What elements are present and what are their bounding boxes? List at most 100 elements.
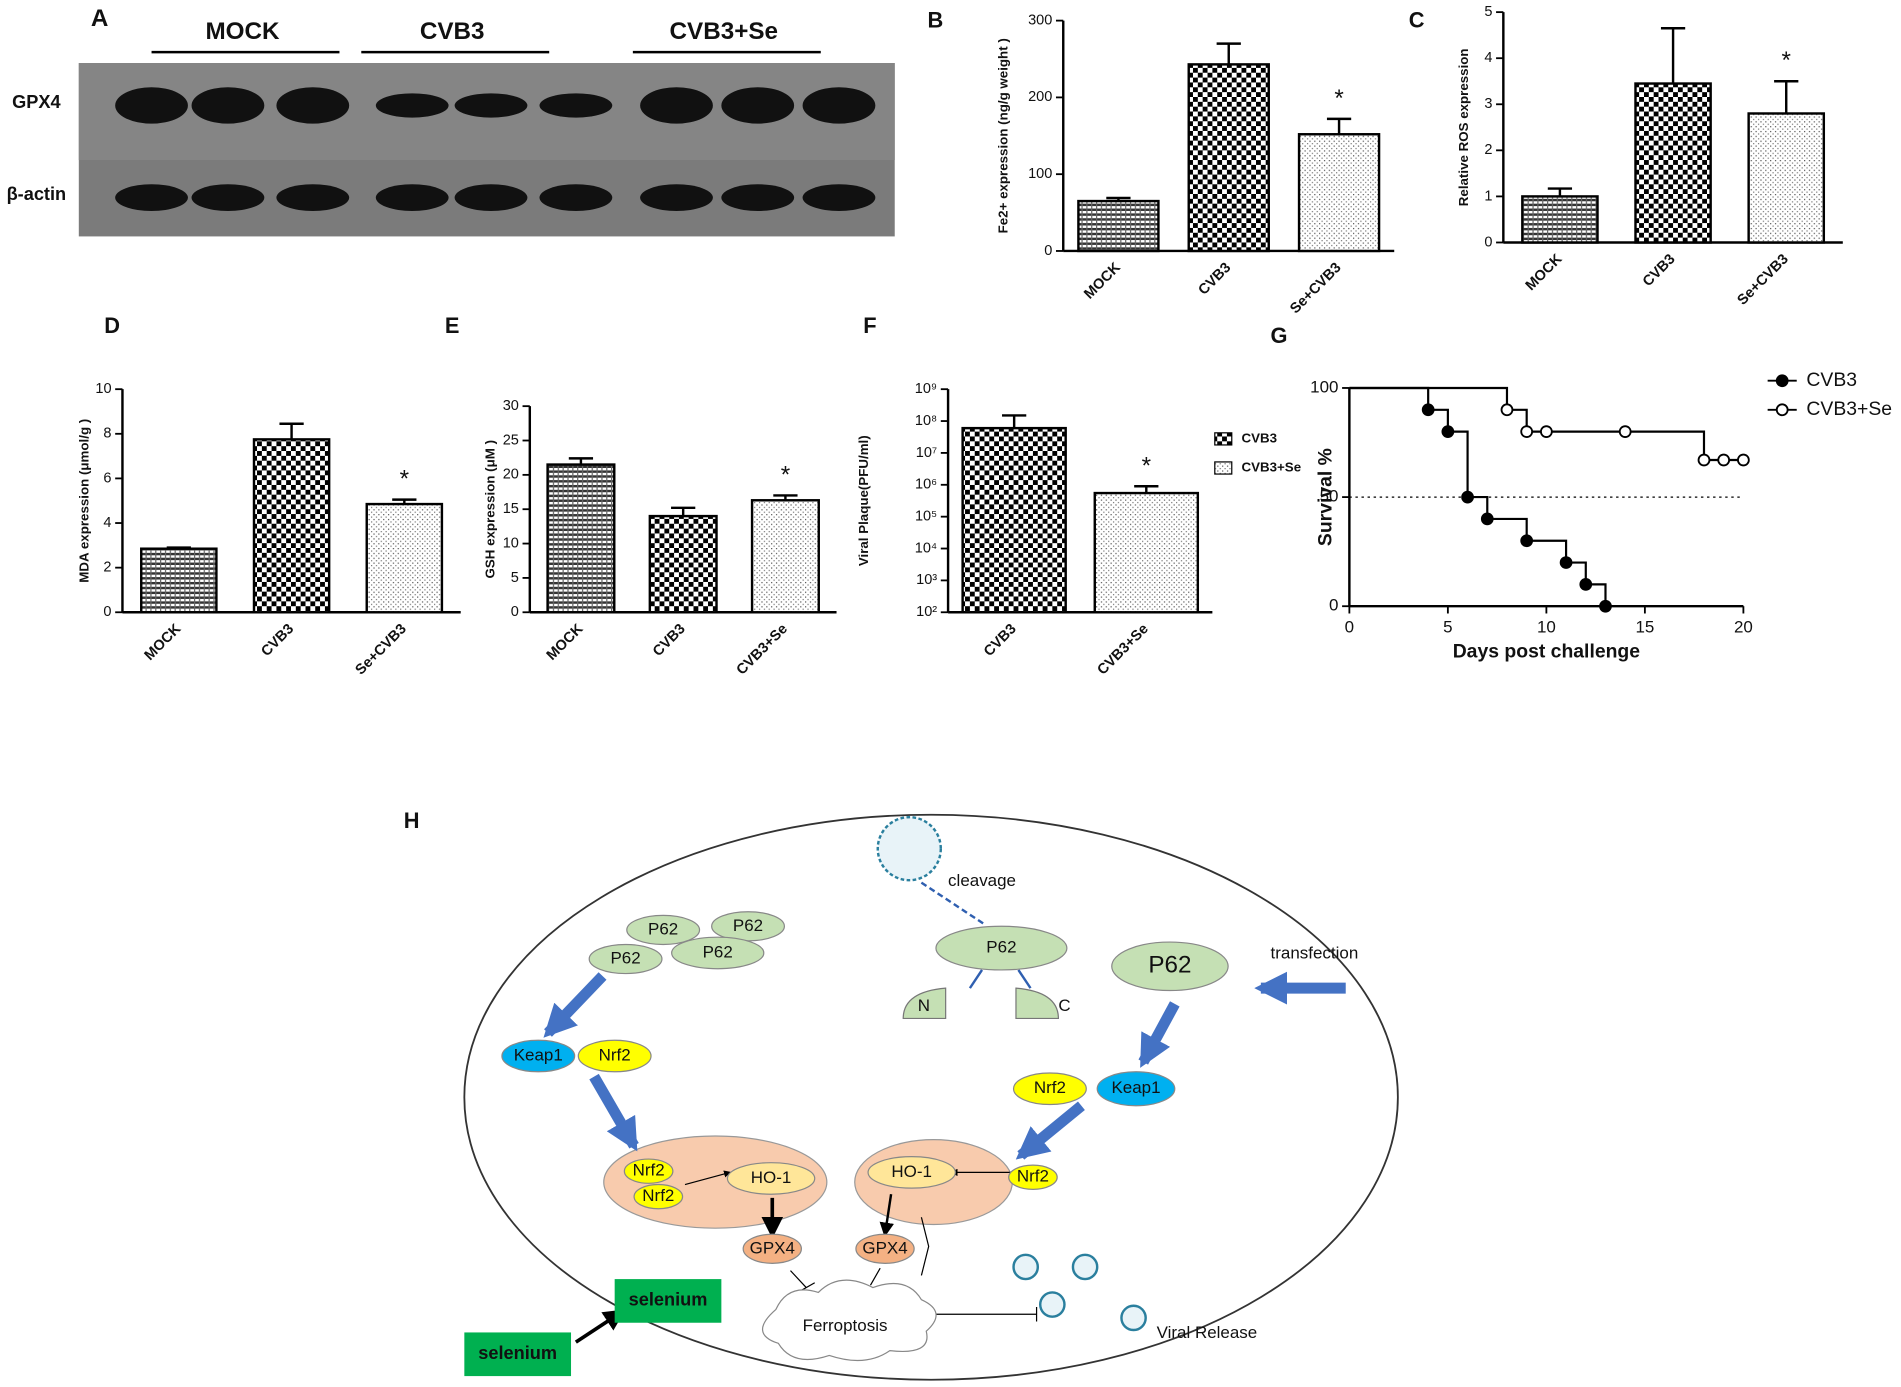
band	[276, 87, 350, 124]
diagram-label: selenium	[629, 1290, 708, 1310]
selenium-box	[464, 1332, 572, 1377]
bar	[1093, 491, 1200, 614]
band	[802, 87, 876, 124]
band	[721, 87, 795, 124]
diagram-label: Nrf2	[1017, 1167, 1049, 1186]
virus	[876, 815, 1147, 1332]
band	[539, 184, 613, 211]
marker	[1520, 425, 1534, 438]
y-tick-label: 0	[1484, 234, 1492, 250]
x-tick-label: Se+CVB3	[353, 621, 410, 678]
diagram-label: Keap1	[514, 1045, 563, 1064]
marker	[1717, 453, 1731, 467]
y-tick-label: 5	[1484, 4, 1492, 20]
y-tick-label: 4	[103, 515, 111, 531]
x-tick-label: CVB3	[1640, 251, 1679, 290]
diagram-label: HO-1	[891, 1162, 932, 1181]
error-bar	[1002, 414, 1027, 429]
node	[623, 1158, 674, 1184]
annotation: *	[1782, 47, 1792, 74]
band	[375, 93, 449, 118]
bar	[750, 499, 820, 614]
x-tick-label: MOCK	[1523, 251, 1566, 294]
y-tick-label: 1	[1484, 188, 1492, 204]
marker	[1500, 403, 1514, 417]
y-tick-label: 10⁵	[915, 509, 937, 525]
y-tick-label: 8	[103, 426, 111, 442]
diagram-label: Nrf2	[1034, 1078, 1066, 1097]
y-tick-label: 50	[1320, 487, 1339, 506]
arrows	[543, 971, 1346, 1160]
diagram-label: C	[1058, 996, 1070, 1015]
node	[633, 1183, 684, 1210]
y-tick-label: 100	[1028, 166, 1052, 182]
y-tick-label: 3	[1484, 96, 1492, 112]
x-tick-label: 15	[1635, 618, 1654, 637]
y-tick-label: 10⁹	[915, 381, 937, 397]
thin-arrows	[920, 881, 1032, 989]
annotation: *	[1334, 85, 1344, 112]
band	[191, 184, 265, 211]
error-bar	[1774, 80, 1799, 114]
diagram-label: HO-1	[751, 1168, 792, 1187]
y-axis-label: Viral Plaque(PFU/ml)	[856, 435, 871, 566]
diagram-label: P62	[610, 949, 640, 968]
panel-letter: G	[1271, 323, 1288, 348]
bar	[961, 426, 1067, 614]
error-bar	[1134, 485, 1159, 494]
x-tick-label: CVB3	[650, 621, 689, 660]
y-tick-label: 2	[103, 559, 111, 575]
x-tick-label: MOCK	[142, 621, 185, 664]
panel-letter: D	[104, 313, 120, 338]
marker	[1461, 490, 1474, 504]
marker	[1697, 453, 1711, 467]
panel-letter: C	[1409, 8, 1425, 33]
diagram-label: GPX4	[862, 1238, 907, 1257]
fragment	[902, 987, 1060, 1020]
node	[867, 1156, 956, 1189]
node	[501, 1039, 576, 1073]
y-tick-label: 10²	[916, 604, 937, 620]
diagram-label: Ferroptosis	[803, 1316, 888, 1335]
annotation: *	[1142, 452, 1152, 479]
y-tick-label: 10⁷	[916, 445, 937, 461]
y-tick-label: 0	[511, 604, 519, 620]
node	[671, 936, 765, 970]
y-tick-label: 0	[1329, 596, 1338, 615]
diagram-label: P62	[986, 938, 1016, 957]
group-label: CVB3	[420, 18, 485, 45]
x-axis-label: Days post challenge	[1453, 640, 1641, 662]
y-tick-label: 10⁴	[915, 540, 937, 556]
y-tick-label: 10⁸	[915, 413, 937, 429]
y-tick-label: 200	[1028, 89, 1052, 105]
marker	[1540, 425, 1553, 438]
panel-letter: H	[404, 808, 420, 833]
y-tick-label: 6	[103, 470, 111, 486]
annotation: *	[781, 461, 791, 488]
legend-swatch	[1214, 432, 1233, 446]
diagram-label: Nrf2	[633, 1161, 665, 1180]
legend-marker	[1775, 403, 1789, 417]
marker	[1421, 403, 1435, 417]
error-bar	[568, 457, 594, 465]
annotation: *	[400, 466, 410, 493]
bar	[1077, 199, 1160, 253]
node	[855, 1233, 915, 1264]
x-tick-label: 20	[1734, 618, 1753, 637]
legend-label: CVB3	[1241, 430, 1277, 445]
error-bar	[1106, 196, 1131, 202]
band	[115, 87, 188, 124]
band	[454, 93, 528, 118]
band	[539, 93, 613, 118]
diagram-label: P62	[733, 916, 763, 935]
diagram-label: P62	[703, 942, 733, 961]
y-axis-label: MDA expression (μmol/g )	[76, 419, 91, 583]
node	[577, 1039, 652, 1073]
x-tick-label: MOCK	[544, 621, 587, 664]
band	[375, 184, 449, 211]
error-bar	[279, 422, 304, 440]
x-tick-label: CVB3+Se	[1095, 621, 1152, 678]
bar	[1634, 82, 1712, 244]
bar	[1297, 133, 1381, 253]
marker	[1559, 556, 1573, 569]
